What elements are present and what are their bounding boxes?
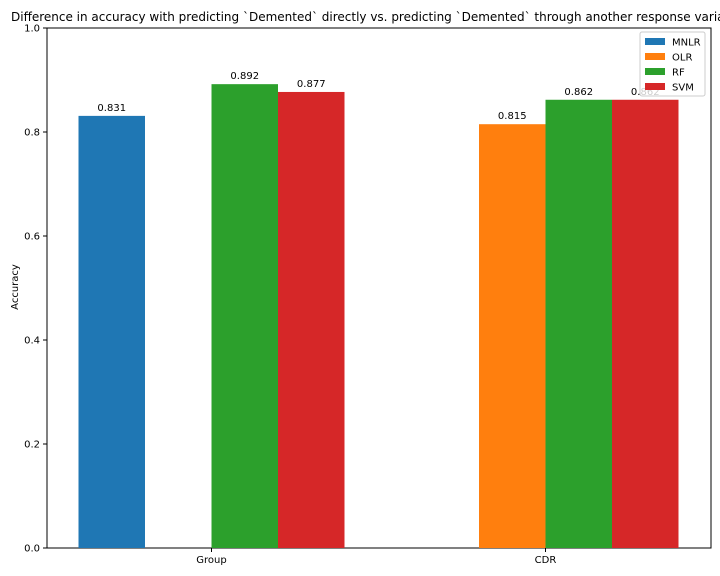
legend-label-olr: OLR <box>672 53 692 64</box>
x-tick-label: Group <box>196 555 226 566</box>
plot-frame <box>46 27 712 549</box>
bar-rf-cdr <box>545 99 612 548</box>
y-tick-label: 0.8 <box>24 128 40 139</box>
legend-box <box>639 31 706 97</box>
chart-title: Difference in accuracy with predicting `… <box>11 10 720 24</box>
bar-mnlr-group <box>78 115 145 548</box>
data-label: 0.815 <box>498 111 527 122</box>
bar-olr-cdr <box>479 124 546 548</box>
y-tick-label: 1.0 <box>24 24 40 35</box>
legend-swatch-mnlr <box>645 38 665 45</box>
legend-swatch-svm <box>645 83 665 90</box>
plot-area: 0.0 0.2 0.4 0.6 0.8 1.0 0.831 0.892 0.877 Group 0.… <box>24 24 712 566</box>
legend-label-rf: RF <box>672 68 685 79</box>
bar-rf-group <box>211 84 278 548</box>
legend: MNLR OLR RF SVM <box>639 31 706 97</box>
x-tick-label: CDR <box>535 555 557 566</box>
y-tick-label: 0.0 <box>24 544 40 555</box>
data-label: 0.877 <box>297 79 326 90</box>
y-tick-label: 0.2 <box>24 440 40 451</box>
legend-label-svm: SVM <box>672 83 694 94</box>
legend-swatch-olr <box>645 53 665 60</box>
y-tick-label: 0.4 <box>24 336 40 347</box>
data-label: 0.862 <box>564 87 593 98</box>
y-tick-label: 0.6 <box>24 232 40 243</box>
data-label: 0.892 <box>230 71 259 82</box>
data-label: 0.831 <box>97 103 126 114</box>
bar-svm-group <box>278 91 345 549</box>
bar-svm-cdr <box>612 99 679 548</box>
y-axis-label: Accuracy <box>10 264 21 310</box>
legend-swatch-rf <box>645 68 665 75</box>
legend-label-mnlr: MNLR <box>672 38 701 49</box>
